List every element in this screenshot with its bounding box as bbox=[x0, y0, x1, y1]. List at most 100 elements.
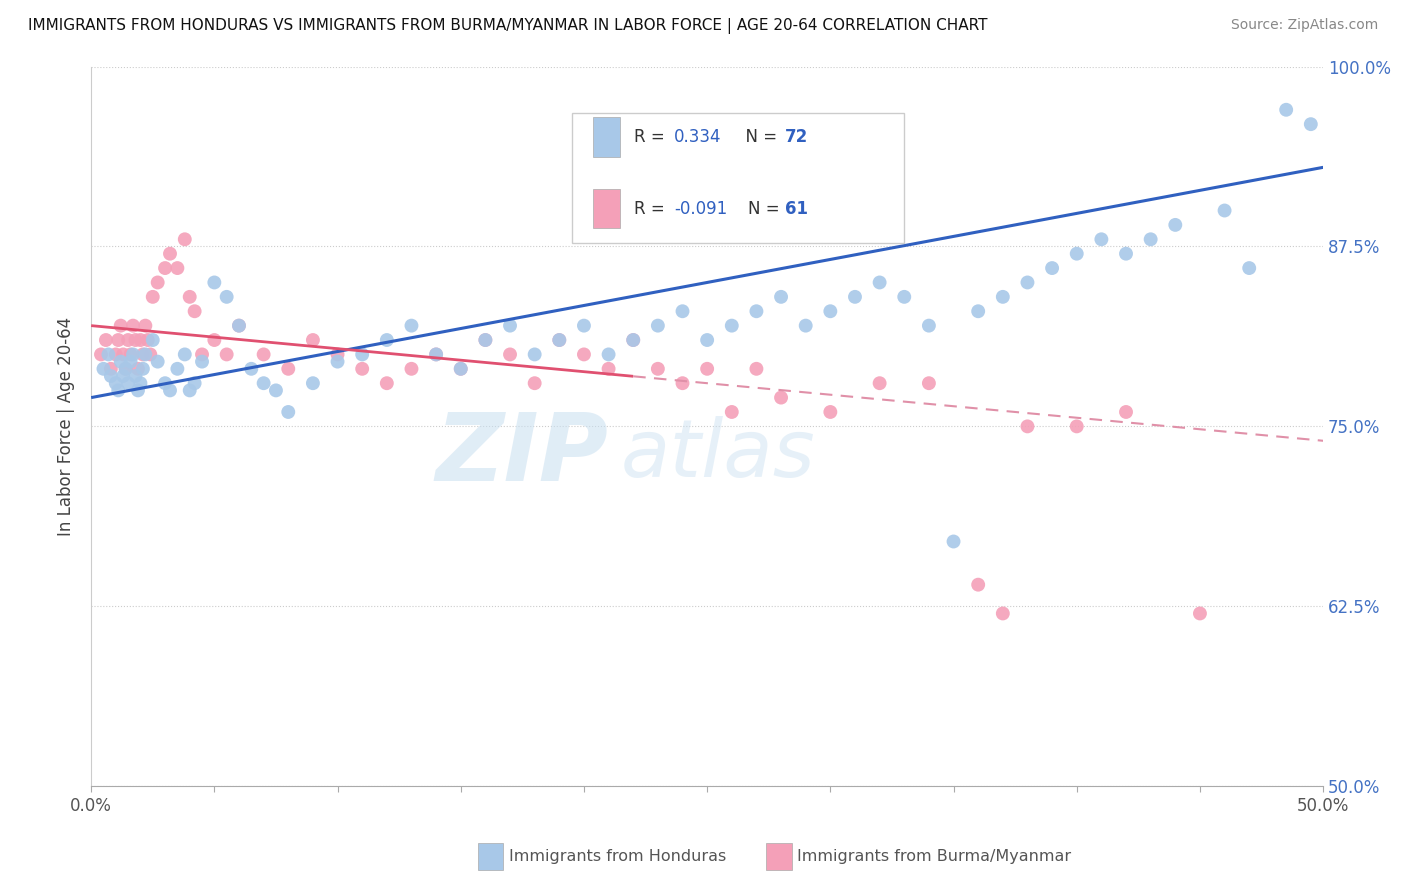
Point bbox=[647, 361, 669, 376]
Text: Immigrants from Burma/Myanmar: Immigrants from Burma/Myanmar bbox=[797, 849, 1071, 863]
Point bbox=[112, 347, 135, 361]
Point bbox=[166, 261, 188, 276]
Point bbox=[1213, 203, 1236, 218]
Text: Immigrants from Honduras: Immigrants from Honduras bbox=[509, 849, 727, 863]
Point bbox=[548, 333, 571, 347]
Point bbox=[598, 361, 620, 376]
Point bbox=[202, 333, 225, 347]
Point bbox=[548, 333, 571, 347]
Point bbox=[173, 232, 195, 246]
Point bbox=[720, 318, 742, 333]
Point bbox=[107, 333, 129, 347]
Point bbox=[127, 384, 149, 398]
Point bbox=[302, 376, 325, 391]
Point bbox=[228, 318, 250, 333]
Point bbox=[159, 384, 181, 398]
Point bbox=[93, 361, 115, 376]
Point bbox=[523, 347, 546, 361]
Point bbox=[240, 361, 263, 376]
FancyBboxPatch shape bbox=[592, 117, 620, 156]
Point bbox=[146, 276, 169, 290]
Point bbox=[770, 290, 793, 304]
Point bbox=[647, 318, 669, 333]
Point bbox=[107, 384, 129, 398]
Point bbox=[117, 333, 139, 347]
Point bbox=[1017, 419, 1039, 434]
Point bbox=[166, 361, 188, 376]
Point bbox=[122, 347, 145, 361]
Point bbox=[720, 405, 742, 419]
Point bbox=[572, 318, 595, 333]
Point bbox=[183, 304, 205, 318]
Point bbox=[215, 347, 238, 361]
Point bbox=[136, 333, 159, 347]
Point bbox=[474, 333, 496, 347]
Text: Source: ZipAtlas.com: Source: ZipAtlas.com bbox=[1230, 18, 1378, 32]
Point bbox=[159, 246, 181, 260]
Point bbox=[499, 318, 522, 333]
Point bbox=[326, 347, 349, 361]
Point bbox=[264, 384, 287, 398]
Point bbox=[621, 333, 644, 347]
Point bbox=[215, 290, 238, 304]
Point bbox=[90, 347, 112, 361]
Point bbox=[869, 376, 891, 391]
Point bbox=[142, 333, 165, 347]
Text: N =: N = bbox=[748, 200, 785, 218]
Point bbox=[523, 376, 546, 391]
Text: IMMIGRANTS FROM HONDURAS VS IMMIGRANTS FROM BURMA/MYANMAR IN LABOR FORCE | AGE 2: IMMIGRANTS FROM HONDURAS VS IMMIGRANTS F… bbox=[28, 18, 987, 34]
FancyBboxPatch shape bbox=[592, 189, 620, 228]
Point bbox=[375, 376, 398, 391]
Point bbox=[202, 276, 225, 290]
Point bbox=[425, 347, 447, 361]
Point bbox=[499, 347, 522, 361]
Point bbox=[134, 318, 156, 333]
Point bbox=[104, 376, 127, 391]
Point bbox=[401, 318, 423, 333]
Y-axis label: In Labor Force | Age 20-64: In Labor Force | Age 20-64 bbox=[58, 317, 75, 536]
Point bbox=[253, 347, 276, 361]
Text: 0.334: 0.334 bbox=[673, 128, 721, 145]
Point bbox=[129, 333, 152, 347]
Point bbox=[124, 369, 146, 384]
Point bbox=[474, 333, 496, 347]
Point bbox=[352, 361, 374, 376]
Point bbox=[1090, 232, 1112, 246]
Point bbox=[1164, 218, 1187, 232]
Point bbox=[820, 405, 842, 419]
Point bbox=[1066, 246, 1088, 260]
Point bbox=[967, 577, 990, 591]
Point bbox=[179, 384, 201, 398]
Point bbox=[1275, 103, 1298, 117]
Point bbox=[100, 361, 122, 376]
Text: 61: 61 bbox=[785, 200, 808, 218]
Point bbox=[621, 333, 644, 347]
Point bbox=[120, 347, 142, 361]
Point bbox=[991, 607, 1014, 621]
Point bbox=[112, 369, 135, 384]
Point bbox=[326, 354, 349, 368]
Point bbox=[375, 333, 398, 347]
Text: R =: R = bbox=[634, 128, 671, 145]
Point bbox=[132, 347, 155, 361]
Point bbox=[117, 376, 139, 391]
Point bbox=[893, 290, 915, 304]
Point bbox=[94, 333, 117, 347]
Point bbox=[132, 361, 155, 376]
Point bbox=[228, 318, 250, 333]
Point bbox=[671, 304, 693, 318]
Point bbox=[820, 304, 842, 318]
Point bbox=[794, 318, 817, 333]
Point bbox=[696, 361, 718, 376]
Point bbox=[745, 361, 768, 376]
Point bbox=[114, 361, 136, 376]
Point bbox=[110, 318, 132, 333]
Point bbox=[696, 333, 718, 347]
Point bbox=[191, 354, 214, 368]
Point bbox=[183, 376, 205, 391]
Point bbox=[745, 304, 768, 318]
Point bbox=[1066, 419, 1088, 434]
Point bbox=[671, 376, 693, 391]
Point bbox=[425, 347, 447, 361]
Point bbox=[100, 369, 122, 384]
